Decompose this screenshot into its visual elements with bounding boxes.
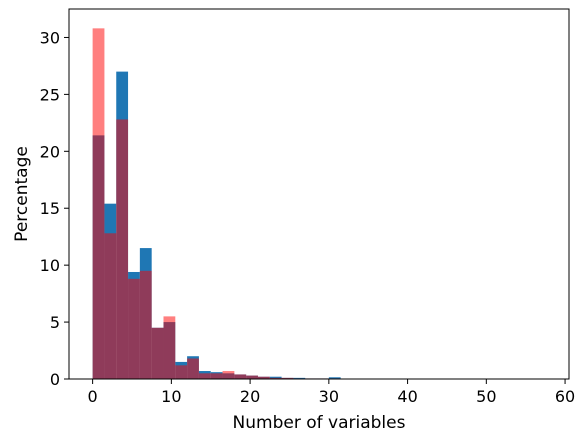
histogram-bar bbox=[246, 375, 258, 379]
histogram-bar bbox=[163, 316, 176, 379]
histogram-bar bbox=[328, 377, 341, 379]
histogram-bar bbox=[269, 377, 282, 379]
x-tick-label: 10 bbox=[161, 387, 181, 406]
histogram-bar bbox=[151, 327, 164, 379]
histogram-bar bbox=[104, 233, 117, 379]
x-tick-label: 30 bbox=[319, 387, 339, 406]
histogram-bar bbox=[234, 374, 247, 379]
histogram-bar bbox=[128, 278, 140, 379]
bars-layer bbox=[92, 28, 341, 379]
histogram-bar bbox=[222, 371, 235, 379]
x-tick-label: 20 bbox=[240, 387, 260, 406]
y-tick-label: 5 bbox=[50, 313, 60, 332]
x-tick-label: 0 bbox=[88, 387, 98, 406]
histogram-bar bbox=[92, 28, 105, 379]
x-tick-label: 60 bbox=[555, 387, 575, 406]
y-tick-label: 10 bbox=[40, 256, 60, 275]
histogram-bar bbox=[210, 373, 223, 379]
histogram-bar bbox=[198, 373, 211, 379]
y-tick-label: 25 bbox=[40, 85, 60, 104]
y-tick-label: 20 bbox=[40, 142, 60, 161]
ticks-layer: 0 10 20 30 40 50 60 0 5 10 15 20 25 30 bbox=[40, 28, 576, 406]
y-axis-label: Percentage bbox=[12, 146, 32, 242]
x-axis-label: Number of variables bbox=[233, 413, 406, 433]
histogram-bar bbox=[281, 377, 294, 379]
histogram-bar bbox=[187, 358, 199, 379]
plot-frame bbox=[68, 8, 570, 380]
x-tick-label: 50 bbox=[476, 387, 496, 406]
histogram-bar bbox=[139, 270, 152, 379]
y-tick-label: 0 bbox=[50, 370, 60, 389]
histogram-bar bbox=[116, 119, 129, 379]
y-tick-label: 15 bbox=[40, 199, 60, 218]
y-tick-label: 30 bbox=[40, 28, 60, 47]
x-tick-label: 40 bbox=[397, 387, 417, 406]
histogram-bar bbox=[257, 376, 270, 379]
histogram-bar bbox=[175, 365, 188, 379]
